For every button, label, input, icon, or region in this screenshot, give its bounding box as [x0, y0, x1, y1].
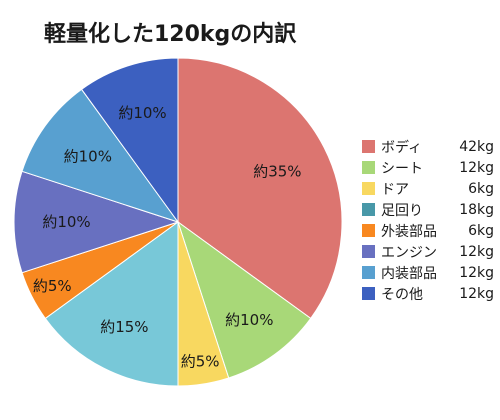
pie-slice-1 [177, 57, 343, 320]
pie-slice-2 [177, 220, 312, 379]
slice-label-4: 約15% [100, 318, 148, 336]
legend-weight: 6kg [468, 222, 494, 239]
legend-weight: 6kg [468, 180, 494, 197]
slice-label-5: 約5% [33, 277, 72, 295]
legend-weight: 18kg [459, 201, 494, 218]
pie-slice-8 [80, 57, 179, 224]
legend: ボディ 42kg シート 12kg ドア 6kg 足回り 18kg 外装部品 6kg エンジン 12k… [362, 136, 494, 304]
legend-item: その他 12kg [362, 283, 494, 304]
legend-name: ドア [381, 181, 409, 198]
legend-weight: 12kg [459, 243, 494, 260]
pie-slice-4 [44, 221, 179, 387]
legend-weight: 12kg [459, 285, 494, 302]
legend-swatch [362, 140, 375, 153]
legend-swatch [362, 287, 375, 300]
legend-swatch [362, 161, 375, 174]
legend-name: 内装部品 [381, 265, 437, 282]
legend-item: ドア 6kg [362, 178, 494, 199]
legend-weight: 12kg [459, 264, 494, 281]
slice-label-1: 約35% [253, 162, 301, 180]
chart-title: 軽量化した120kgの内訳 [44, 22, 297, 47]
legend-name: ボディ [381, 139, 423, 156]
legend-name: 足回り [381, 202, 423, 219]
pie-slice-6 [13, 170, 180, 274]
slice-label-7: 約10% [64, 148, 112, 166]
legend-weight: 42kg [459, 138, 494, 155]
legend-item: シート 12kg [362, 157, 494, 178]
legend-swatch [362, 266, 375, 279]
slice-label-6: 約10% [42, 213, 90, 231]
legend-item: ボディ 42kg [362, 136, 494, 157]
slice-label-3: 約5% [181, 352, 220, 370]
legend-name: エンジン [381, 244, 437, 261]
pie-slice-7 [21, 88, 180, 223]
slice-label-8: 約10% [118, 104, 166, 122]
legend-name: 外装部品 [381, 223, 437, 240]
legend-swatch [362, 182, 375, 195]
legend-name: シート [381, 160, 423, 177]
legend-swatch [362, 203, 375, 216]
slice-label-2: 約10% [225, 311, 273, 329]
legend-item: 内装部品 12kg [362, 262, 494, 283]
legend-swatch [362, 245, 375, 258]
legend-name: その他 [381, 286, 423, 303]
legend-item: 外装部品 6kg [362, 220, 494, 241]
legend-item: 足回り 18kg [362, 199, 494, 220]
legend-weight: 12kg [459, 159, 494, 176]
legend-swatch [362, 224, 375, 237]
legend-item: エンジン 12kg [362, 241, 494, 262]
